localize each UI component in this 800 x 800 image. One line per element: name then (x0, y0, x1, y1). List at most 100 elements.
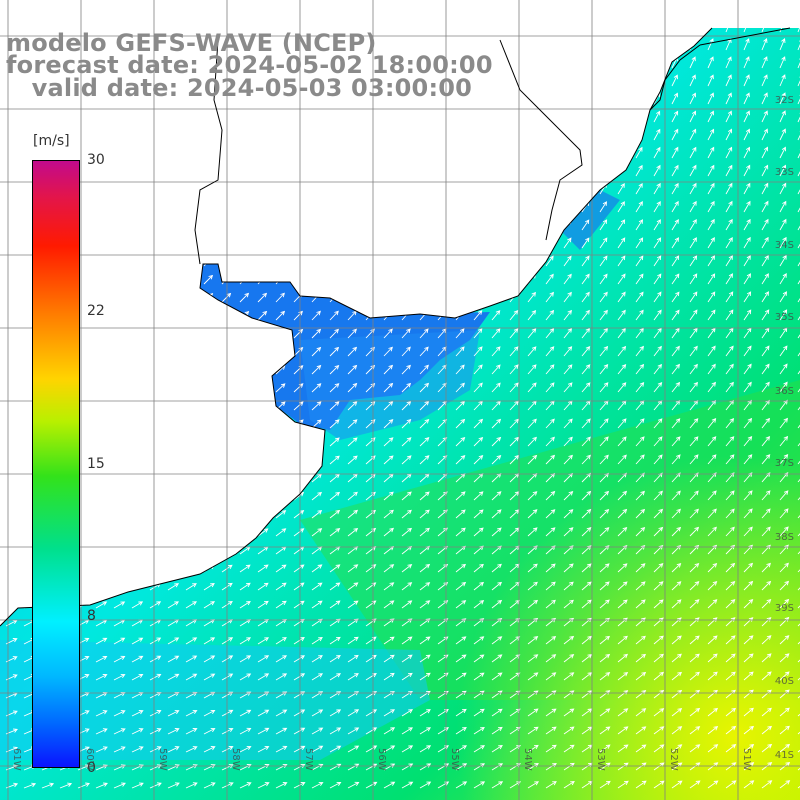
wind-arrow (257, 564, 269, 573)
wind-arrow (761, 508, 771, 519)
wind-arrow (581, 273, 590, 285)
wind-arrow (797, 327, 800, 339)
wind-arrow (689, 581, 700, 591)
wind-arrow (473, 346, 483, 357)
wind-arrow (581, 454, 591, 465)
wind-arrow (419, 690, 431, 699)
wind-arrow (527, 781, 540, 789)
wind-arrow (455, 636, 467, 645)
wind-arrow (653, 110, 661, 123)
wind-arrow (599, 708, 611, 717)
wind-arrow (617, 780, 629, 789)
wind-arrow (437, 708, 449, 717)
wind-arrow (365, 709, 378, 717)
wind-arrow (797, 671, 800, 681)
wind-arrow (599, 599, 610, 609)
wind-arrow (185, 637, 198, 645)
wind-arrow (419, 654, 431, 663)
wind-arrow (329, 455, 340, 465)
wind-arrow (743, 218, 751, 231)
wind-arrow (185, 728, 198, 735)
wind-arrow (527, 509, 538, 519)
wind-arrow (311, 582, 323, 591)
wind-arrow (347, 509, 359, 519)
wind-arrow (563, 599, 574, 609)
wind-arrow (797, 28, 800, 33)
wind-arrow (239, 600, 251, 609)
wind-arrow (707, 218, 715, 231)
wind-arrow (743, 490, 753, 501)
wind-arrow (383, 364, 394, 375)
wind-arrow (599, 237, 608, 249)
wind-arrow (329, 781, 342, 789)
wind-arrow (581, 219, 590, 231)
wind-arrow (455, 672, 467, 681)
wind-arrow (329, 763, 342, 771)
wind-arrow (563, 527, 574, 537)
wind-arrow (293, 510, 305, 519)
wind-arrow (725, 762, 737, 771)
wind-arrow (113, 673, 126, 681)
wind-arrow (563, 364, 573, 375)
wind-arrow (743, 363, 752, 375)
wind-arrow (149, 601, 162, 609)
wind-arrow (599, 581, 610, 591)
wind-arrow (797, 218, 800, 231)
wind-arrow (419, 582, 431, 591)
wind-arrow (671, 255, 680, 267)
wind-arrow (707, 526, 717, 537)
wind-arrow (113, 710, 126, 717)
wind-arrow (779, 254, 787, 267)
wind-arrow (581, 635, 593, 645)
wind-arrow (689, 309, 698, 321)
wind-arrow (689, 653, 700, 663)
wind-arrow (545, 436, 555, 447)
wind-arrow (419, 781, 432, 789)
wind-arrow (689, 436, 699, 447)
wind-arrow (311, 745, 324, 753)
wind-arrow (779, 38, 786, 51)
wind-arrow (401, 709, 414, 717)
wind-arrow (707, 309, 716, 321)
wind-arrow (383, 781, 396, 789)
wind-arrow (635, 744, 647, 753)
model-title: modelo GEFS-WAVE (NCEP) (6, 29, 377, 57)
wind-arrow (779, 508, 789, 519)
lon-label: 59W (157, 748, 168, 771)
wind-arrow (635, 273, 644, 285)
wind-arrow (203, 274, 214, 285)
wind-arrow (401, 690, 413, 699)
wind-arrow (797, 580, 800, 591)
wind-arrow (671, 780, 683, 789)
wind-arrow (239, 727, 252, 735)
wind-arrow (689, 164, 697, 177)
wind-arrow (743, 182, 751, 195)
wind-arrow (77, 782, 90, 789)
wind-arrow (689, 74, 696, 87)
wind-arrow (779, 363, 788, 375)
wind-arrow (725, 526, 735, 537)
wind-arrow (635, 599, 646, 609)
wind-arrow (545, 418, 555, 429)
wind-arrow (491, 599, 503, 609)
wind-arrow (563, 327, 573, 339)
wind-arrow (653, 345, 662, 357)
wind-arrow (545, 509, 556, 519)
wind-arrow (581, 345, 591, 357)
wind-arrow (797, 526, 800, 537)
wind-arrow (761, 110, 768, 123)
wind-arrow (743, 508, 753, 519)
wind-arrow (671, 182, 679, 195)
wind-arrow (707, 508, 717, 519)
wind-arrow (581, 364, 591, 375)
wind-arrow (635, 581, 646, 591)
wind-arrow (725, 707, 737, 717)
wind-arrow (617, 327, 626, 339)
wind-arrow (131, 746, 144, 753)
wind-arrow (707, 726, 719, 735)
wind-arrow (761, 780, 773, 789)
wind-arrow (131, 655, 144, 663)
wind-arrow (311, 401, 322, 411)
coastline (0, 27, 791, 627)
wind-arrow (383, 346, 393, 357)
